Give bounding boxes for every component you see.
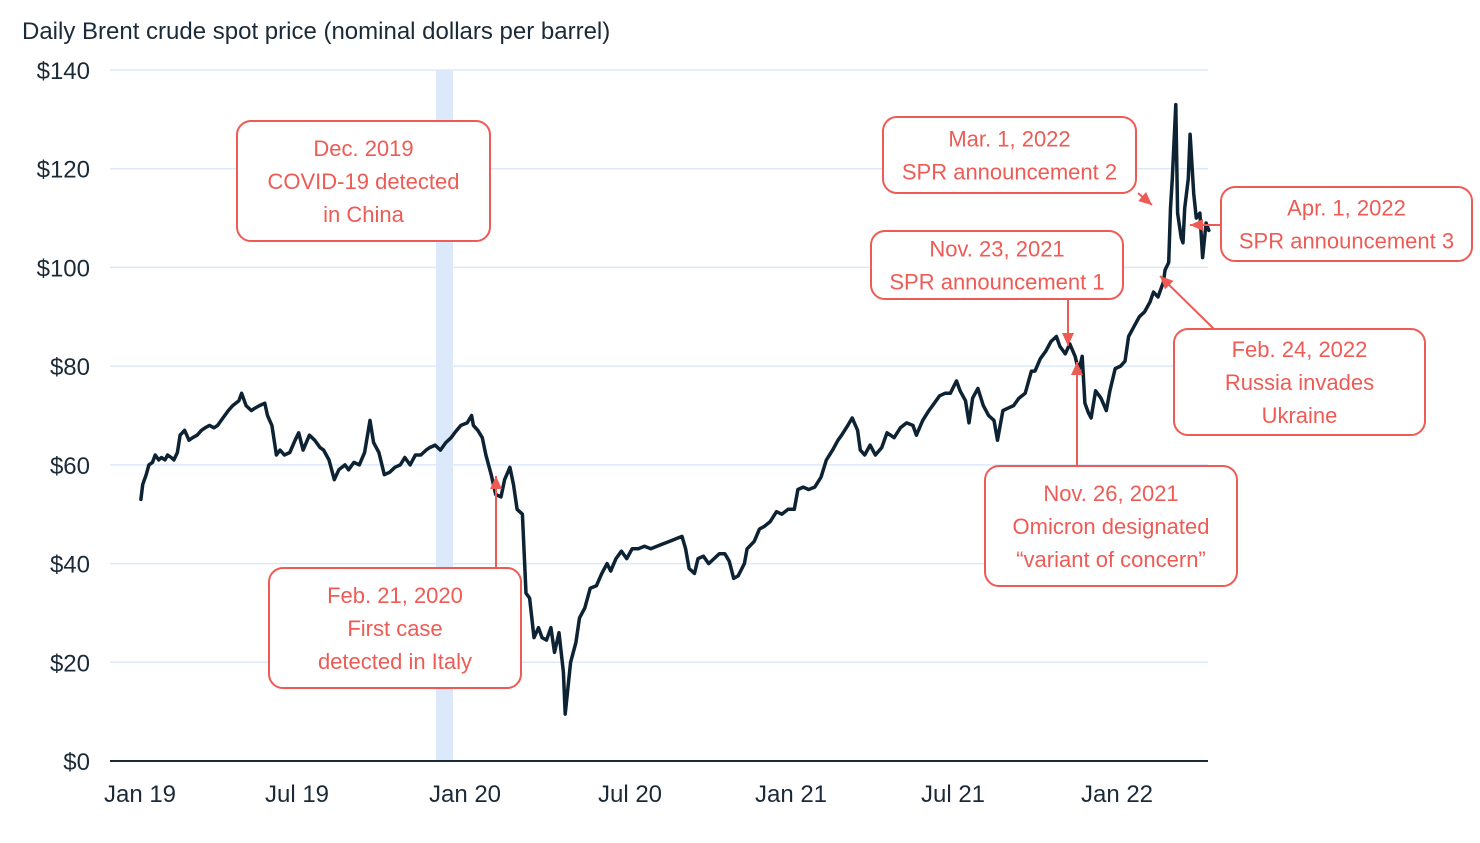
annotation-label: “variant of concern” (1016, 547, 1206, 572)
annotation-box (882, 116, 1137, 194)
annotation-label: Omicron designated (1013, 514, 1210, 539)
annotation-label: Feb. 24, 2022 (1232, 337, 1368, 362)
annotation-label: Apr. 1, 2022 (1287, 196, 1406, 221)
annotation-arrowhead (1138, 191, 1152, 205)
y-tick-label: $0 (63, 749, 90, 776)
annotation-label: Ukraine (1262, 403, 1338, 428)
brent-price-line (139, 102, 1211, 716)
y-tick-label: $100 (37, 255, 90, 282)
annotation-box (236, 120, 491, 242)
annotation-label: SPR announcement 2 (902, 160, 1117, 185)
y-tick-label: $120 (37, 157, 90, 184)
y-tick-label: $80 (50, 354, 90, 381)
annotation-label: in China (323, 202, 404, 227)
axis-layer: $0 $20 $40 $60 $80 $100 $120 $140 Jan 19 Jul 19 Ja… (37, 58, 1208, 808)
x-tick-label: Jan 19 (104, 781, 176, 808)
annotation-label: Feb. 21, 2020 (327, 583, 463, 608)
annotation-label: Dec. 2019 (313, 136, 413, 161)
x-tick-label: Jul 19 (265, 781, 329, 808)
x-tick-label: Jul 20 (598, 781, 662, 808)
y-tick-label: $20 (50, 650, 90, 677)
x-tick-label: Jan 21 (755, 781, 827, 808)
annotation-label: COVID-19 detected (268, 169, 460, 194)
annotation-box (268, 567, 522, 689)
x-tick-label: Jan 22 (1081, 781, 1153, 808)
x-tick-label: Jul 21 (921, 781, 985, 808)
x-tick-label: Jan 20 (429, 781, 501, 808)
annotation-box (1173, 328, 1426, 436)
series-layer (139, 102, 1211, 716)
y-tick-label: $40 (50, 552, 90, 579)
y-tick-label: $140 (37, 58, 90, 85)
annotation-arrowhead (1071, 362, 1083, 375)
y-tick-label: $60 (50, 453, 90, 480)
annotation-arrowhead (490, 476, 502, 489)
annotation-box (984, 465, 1238, 587)
annotation-label: First case (347, 616, 442, 641)
annotation-arrowhead (1190, 219, 1203, 231)
annotation-arrowhead (1062, 333, 1074, 346)
annotation-label: SPR announcement 3 (1239, 229, 1454, 254)
annotation-label: detected in Italy (318, 649, 472, 674)
chart-title: Daily Brent crude spot price (nominal do… (22, 18, 611, 45)
annotation-label: SPR announcement 1 (889, 270, 1104, 295)
annotation-label: Nov. 26, 2021 (1043, 481, 1178, 506)
annotation-arrowhead (1160, 276, 1174, 290)
annotation-label: Russia invades (1225, 370, 1374, 395)
annotation-layer: Dec. 2019 COVID-19 detected in China Feb. 2… (236, 116, 1473, 689)
annotation-label: Mar. 1, 2022 (948, 127, 1070, 152)
annotation-box (870, 230, 1124, 300)
annotation-label: Nov. 23, 2021 (929, 237, 1064, 262)
